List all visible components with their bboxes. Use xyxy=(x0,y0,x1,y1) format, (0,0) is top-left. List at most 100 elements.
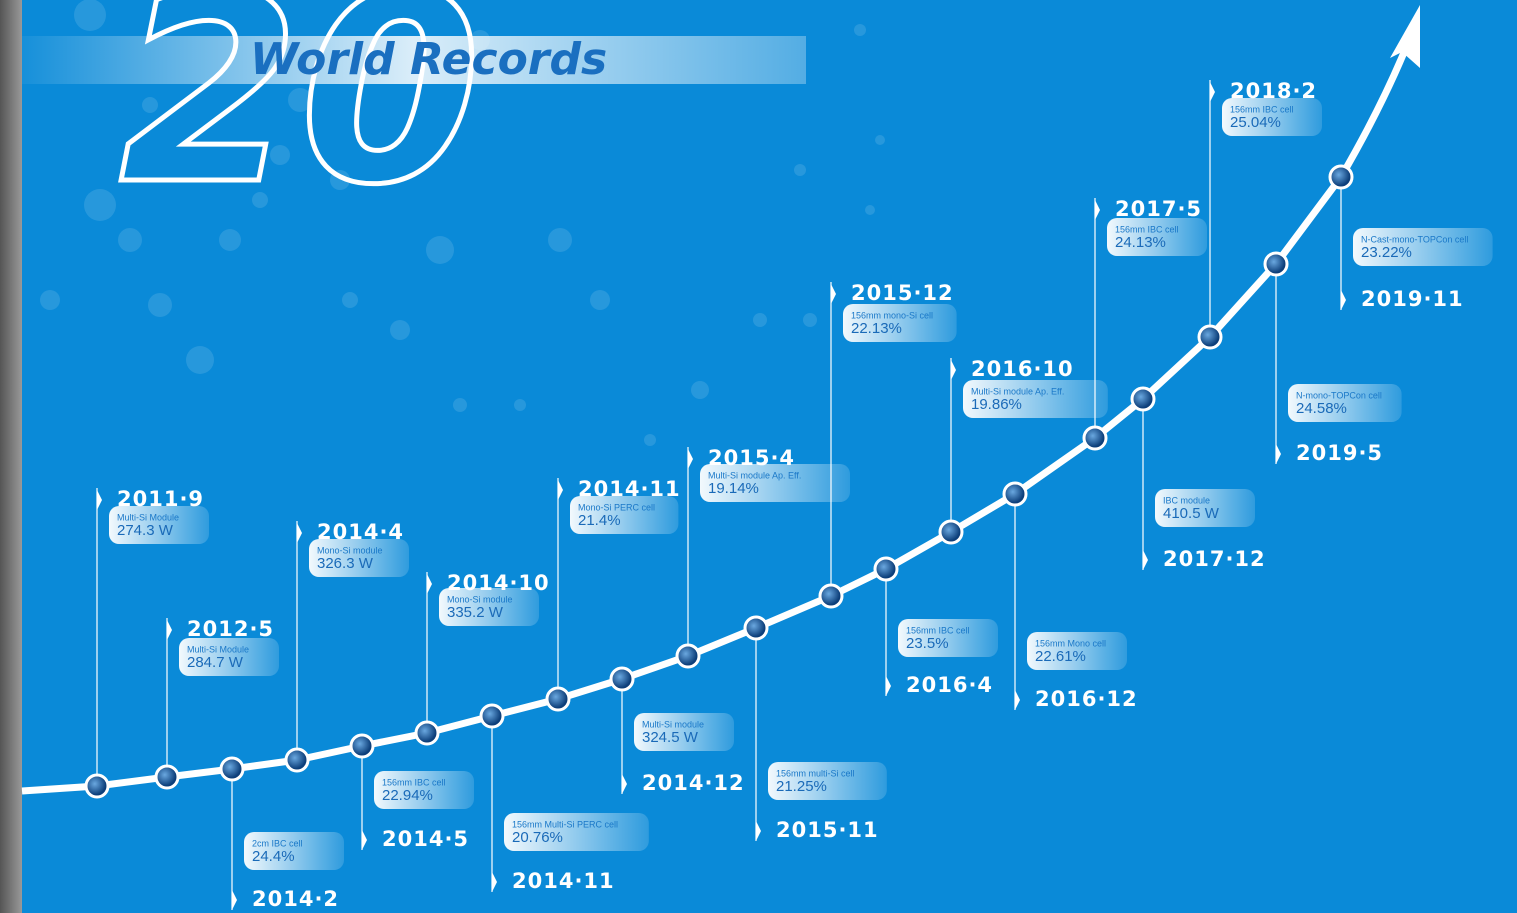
record-label: 156mm Mono cell xyxy=(1035,638,1106,648)
pointer xyxy=(622,774,627,794)
record-value: 21.4% xyxy=(578,512,621,529)
dot xyxy=(148,293,172,317)
record-box xyxy=(374,771,474,809)
pointer xyxy=(558,480,563,500)
record-node xyxy=(1002,481,1028,507)
record-node xyxy=(219,756,245,782)
record-label: Mono-Si module xyxy=(317,545,383,555)
pointer xyxy=(362,830,367,850)
record-label: 2cm IBC cell xyxy=(252,838,303,848)
pointer xyxy=(756,821,761,841)
record-box xyxy=(1027,632,1127,670)
record-date: 2017·12 xyxy=(1163,547,1266,571)
record-label: 156mm multi-Si cell xyxy=(776,768,855,778)
record-label: 156mm IBC cell xyxy=(1115,224,1179,234)
record-box xyxy=(963,380,1108,418)
pointer xyxy=(1276,444,1281,464)
record-date: 2012·5 xyxy=(187,617,274,641)
pointer xyxy=(427,574,432,594)
dot xyxy=(453,398,467,412)
pointer xyxy=(1143,550,1148,570)
pointer xyxy=(297,523,302,543)
record-label: 156mm Multi-Si PERC cell xyxy=(512,819,618,829)
record-value: 24.13% xyxy=(1115,234,1166,251)
record-box xyxy=(898,619,998,657)
dot xyxy=(644,434,656,446)
record-label: 156mm mono-Si cell xyxy=(851,310,933,320)
dot xyxy=(514,399,526,411)
dot xyxy=(342,292,358,308)
pointer xyxy=(831,284,836,304)
dot xyxy=(691,381,709,399)
record-label: IBC module xyxy=(1163,495,1210,505)
record-node xyxy=(414,720,440,746)
record-node xyxy=(84,773,110,799)
dot xyxy=(142,97,158,113)
pointer xyxy=(1210,82,1215,102)
record-value: 410.5 W xyxy=(1163,505,1220,522)
record-value: 23.5% xyxy=(906,635,949,652)
record-date: 2016·12 xyxy=(1035,687,1138,711)
dot xyxy=(84,189,116,221)
pointer xyxy=(97,490,102,510)
record-node xyxy=(675,643,701,669)
record-node xyxy=(154,764,180,790)
dot xyxy=(219,229,241,251)
record-date: 2014·11 xyxy=(512,869,615,893)
dot xyxy=(74,0,106,31)
record-date: 2016·10 xyxy=(971,357,1074,381)
pointer xyxy=(1095,200,1100,220)
record-label: Multi-Si module Ap. Eff. xyxy=(971,386,1064,396)
dot xyxy=(803,313,817,327)
record-value: 20.76% xyxy=(512,829,563,846)
record-node xyxy=(938,519,964,545)
record-value: 19.14% xyxy=(708,480,759,497)
dot xyxy=(186,346,214,374)
pointer xyxy=(951,360,956,380)
dot xyxy=(118,228,142,252)
record-date: 2017·5 xyxy=(1115,197,1202,221)
dot xyxy=(590,290,610,310)
dot xyxy=(330,170,350,190)
pointer xyxy=(1341,290,1346,310)
record-box xyxy=(244,832,344,870)
record-box xyxy=(439,588,539,626)
dot xyxy=(390,320,410,340)
record-node xyxy=(284,747,310,773)
photo-strip xyxy=(0,0,22,913)
dot xyxy=(40,290,60,310)
record-box xyxy=(309,539,409,577)
pointer xyxy=(167,620,172,640)
title: World Records xyxy=(250,34,607,85)
pointer xyxy=(232,890,237,910)
dot xyxy=(875,135,885,145)
dot xyxy=(270,145,290,165)
dot xyxy=(865,205,875,215)
record-value: 326.3 W xyxy=(317,555,374,572)
record-label: Multi-Si Module xyxy=(117,512,179,522)
record-node xyxy=(873,556,899,582)
record-value: 19.86% xyxy=(971,396,1022,413)
record-value: 22.13% xyxy=(851,320,902,337)
record-value: 284.7 W xyxy=(187,654,244,671)
record-node xyxy=(1197,324,1223,350)
record-value: 21.25% xyxy=(776,778,827,795)
pointer xyxy=(1015,690,1020,710)
record-node xyxy=(1328,164,1354,190)
record-box xyxy=(1107,218,1207,256)
record-date: 2014·5 xyxy=(382,827,469,851)
record-label: Multi-Si module Ap. Eff. xyxy=(708,470,801,480)
record-label: Multi-Si module xyxy=(642,719,704,729)
dot xyxy=(252,192,268,208)
record-node xyxy=(743,615,769,641)
record-label: 156mm IBC cell xyxy=(906,625,970,635)
pointer xyxy=(886,676,891,696)
record-label: Mono-Si module xyxy=(447,594,513,604)
dot xyxy=(794,164,806,176)
record-node xyxy=(349,733,375,759)
pointer xyxy=(688,449,693,469)
record-label: 156mm IBC cell xyxy=(382,777,446,787)
